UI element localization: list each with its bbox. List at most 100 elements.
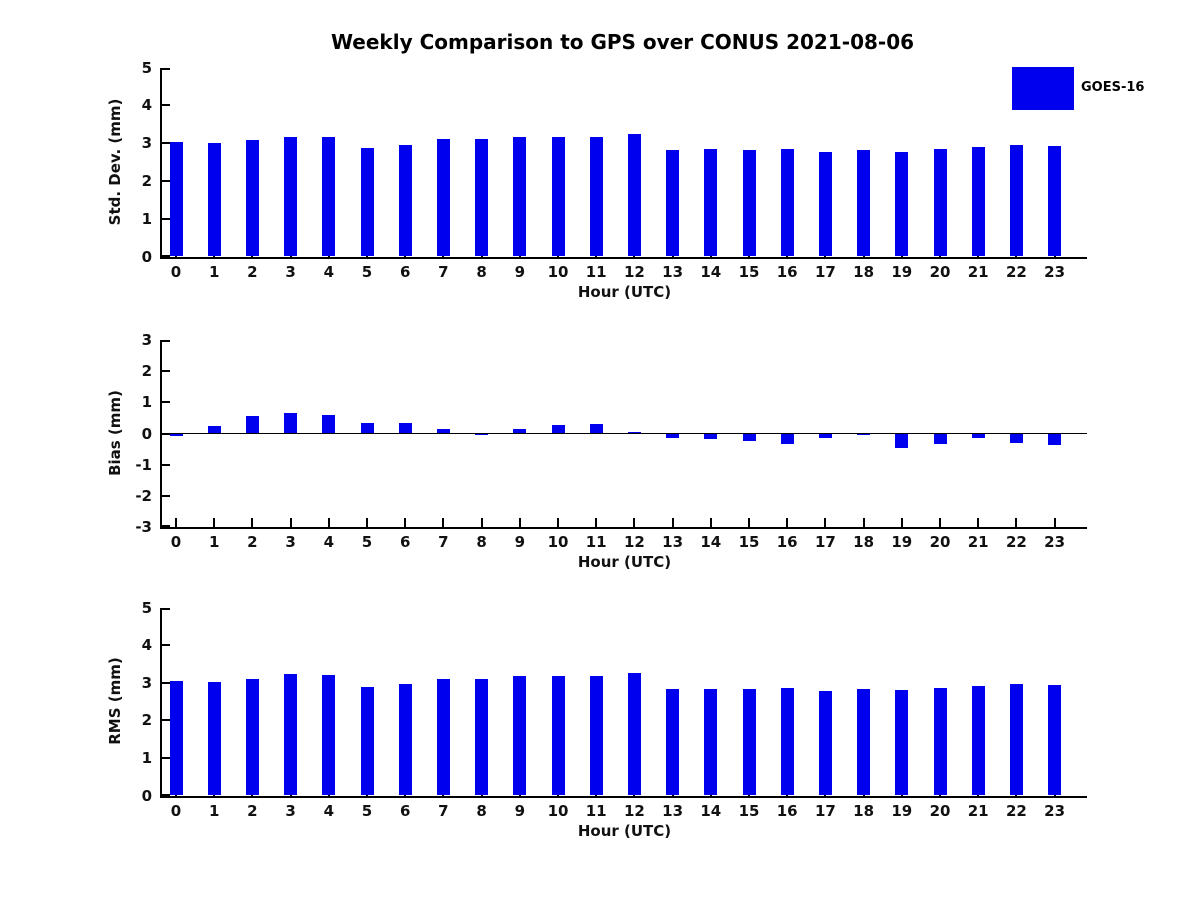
x-tick-label: 10: [547, 262, 569, 281]
bar-hour-20: [933, 433, 947, 445]
x-tick-label: 15: [738, 262, 760, 281]
x-tick-label: 9: [514, 262, 526, 281]
bar-hour-8: [475, 678, 489, 796]
bar-hour-15: [742, 149, 756, 257]
x-tick: [518, 518, 521, 527]
bar-hour-17: [818, 151, 832, 257]
bar-hour-18: [857, 433, 871, 436]
x-tick-label: 19: [891, 533, 913, 551]
bar-hour-6: [398, 684, 412, 796]
plot-area-rms: 0 1 2 3 4 5 0 1 2 3 4 5 6 7 8 9 10 11 12 13 14 15 16 17 18 19 20 21…: [142, 599, 1087, 840]
x-tick: [977, 518, 980, 527]
bar-hour-3: [284, 413, 298, 434]
x-tick-label: 15: [738, 801, 760, 820]
x-tick: [633, 518, 636, 527]
bar-hour-7: [436, 679, 450, 796]
x-tick-label: 18: [853, 262, 875, 281]
x-tick-label: 23: [1044, 262, 1066, 281]
x-tick-label: 1: [208, 801, 220, 820]
bar-hour-9: [513, 136, 527, 257]
bar-hour-0: [169, 681, 183, 796]
x-tick-label: 20: [929, 533, 951, 551]
y-tick-label: 2: [141, 711, 152, 730]
x-tick: [862, 518, 865, 527]
x-tick: [327, 518, 330, 527]
bar-hour-14: [704, 148, 718, 257]
bar-hour-18: [857, 689, 871, 796]
zero-line: [162, 432, 1087, 435]
bar-hour-1: [207, 426, 221, 434]
x-tick-label: 19: [891, 262, 913, 281]
y-tick-label: 5: [141, 598, 152, 617]
x-tick-label: 7: [438, 801, 449, 820]
x-tick-label: 11: [585, 533, 607, 551]
y-tick-label: 3: [141, 134, 152, 153]
x-axis-label: Hour (UTC): [577, 282, 672, 301]
x-tick: [900, 518, 903, 527]
y-tick: [162, 607, 170, 610]
bar-hour-10: [551, 136, 565, 257]
x-tick-label: 1: [208, 262, 220, 281]
x-tick: [289, 518, 292, 527]
x-axis-label: Hour (UTC): [577, 553, 672, 571]
bar-hour-16: [780, 433, 794, 445]
x-tick-label: 3: [285, 262, 296, 281]
bar-hour-11: [589, 423, 603, 434]
bar-hour-2: [245, 416, 259, 434]
x-tick-label: 7: [438, 533, 449, 551]
y-tick: [162, 370, 170, 373]
x-tick: [366, 518, 368, 527]
x-tick-label: 21: [967, 801, 989, 820]
bar-hour-1: [207, 682, 221, 796]
y-tick-label: -1: [135, 455, 152, 474]
x-tick: [748, 518, 750, 527]
x-tick-label: 20: [929, 262, 951, 281]
x-tick-label: 20: [929, 801, 951, 820]
x-tick-label: 5: [361, 533, 373, 551]
x-tick-label: 3: [285, 533, 296, 551]
x-tick-label: 13: [662, 262, 684, 281]
x-tick-label: 8: [476, 533, 487, 551]
bar-hour-22: [1009, 144, 1023, 257]
x-tick-label: 22: [1005, 262, 1027, 281]
bar-hour-0: [169, 433, 183, 436]
x-tick-label: 17: [814, 262, 836, 281]
y-tick-label: 4: [141, 96, 152, 115]
bar-hour-12: [627, 432, 641, 434]
plot-area-std-dev: 0 1 2 3 4 5 0 1 2 3 4 5 6 7 8 9 10 11 12 13 14 15 16 17 18 19 20 21…: [142, 59, 1087, 301]
legend-color-swatch: [1012, 67, 1074, 110]
bar-hour-5: [360, 423, 374, 434]
bar-hour-23: [1048, 433, 1062, 445]
x-tick: [442, 518, 445, 527]
x-tick-label: 12: [623, 262, 645, 281]
bar-hour-7: [436, 429, 450, 434]
x-tick-label: 8: [476, 801, 487, 820]
y-tick-label: 0: [141, 786, 152, 805]
x-tick-label: 11: [585, 801, 607, 820]
x-tick-label: 16: [776, 533, 798, 551]
bar-hour-14: [704, 433, 718, 440]
y-tick: [162, 217, 170, 220]
x-tick: [251, 518, 254, 527]
x-axis-label: Hour (UTC): [577, 821, 672, 840]
x-tick-label: 6: [399, 801, 411, 820]
bar-hour-21: [971, 685, 985, 796]
y-tick: [162, 494, 170, 497]
bar-hour-16: [780, 148, 794, 257]
bar-hour-12: [627, 673, 641, 796]
bar-hour-20: [933, 148, 947, 257]
bar-hour-4: [322, 415, 336, 434]
x-tick-label: 23: [1044, 533, 1066, 551]
bar-hour-13: [666, 433, 680, 438]
x-tick-label: 9: [514, 533, 526, 551]
x-tick-label: 21: [967, 262, 989, 281]
x-tick-label: 22: [1005, 801, 1027, 820]
bar-hour-11: [589, 136, 603, 257]
y-tick-label: 1: [141, 748, 152, 767]
bar-hour-3: [284, 136, 298, 257]
y-tick: [162, 254, 170, 257]
y-tick-label: 5: [141, 58, 152, 77]
y-tick-label: 0: [141, 247, 152, 266]
bar-hour-8: [475, 433, 489, 436]
y-tick-label: -3: [135, 518, 152, 536]
